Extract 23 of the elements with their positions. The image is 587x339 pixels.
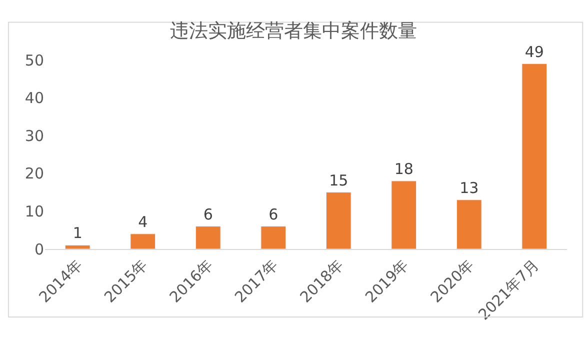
data-label: 6 — [268, 205, 278, 224]
chart-title: 违法实施经营者集中案件数量 — [170, 20, 417, 42]
y-tick-label: 10 — [24, 202, 44, 220]
bar — [260, 226, 286, 249]
y-tick-label: 50 — [24, 51, 44, 70]
bar — [391, 180, 417, 249]
bar — [64, 244, 90, 249]
data-label: 15 — [329, 171, 348, 190]
data-label: 6 — [203, 205, 213, 224]
y-tick-label: 0 — [34, 240, 44, 258]
data-label: 4 — [138, 212, 148, 231]
y-tick-label: 40 — [24, 89, 44, 108]
bar — [522, 64, 548, 249]
y-tick-label: 20 — [24, 164, 44, 183]
bar — [130, 234, 156, 249]
data-label: 49 — [524, 42, 544, 61]
bar — [326, 192, 352, 249]
data-label: 13 — [460, 178, 479, 197]
data-label: 1 — [72, 224, 82, 242]
bar — [456, 200, 482, 249]
bar — [195, 226, 221, 249]
y-tick-label: 30 — [24, 126, 44, 145]
data-label: 18 — [394, 160, 414, 178]
